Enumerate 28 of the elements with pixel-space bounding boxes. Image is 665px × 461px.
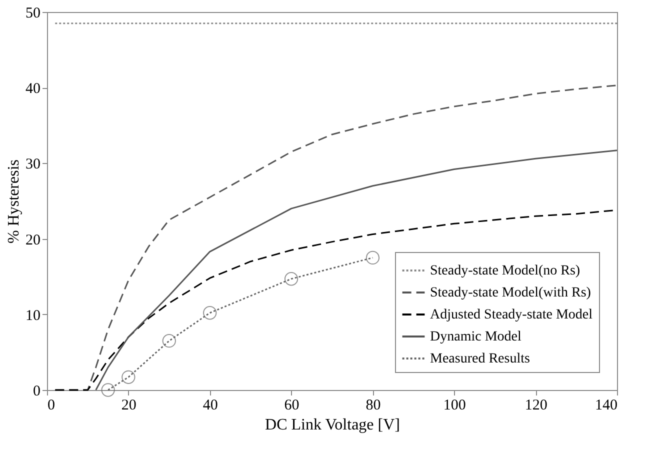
y-tick-label: 20 <box>26 232 40 248</box>
point <box>122 370 136 384</box>
y-tick-label: 30 <box>26 156 40 173</box>
point <box>366 250 380 265</box>
x-axis-title: DC Link Voltage [V] <box>265 416 400 434</box>
x-tick-label: 140 <box>595 398 618 414</box>
x-tick-label: 40 <box>202 398 218 414</box>
point <box>284 272 298 286</box>
point <box>162 334 176 348</box>
x-tick-label: 80 <box>366 398 381 414</box>
x-tick-label: 20 <box>121 398 136 414</box>
y-tick-label: 50 <box>26 6 40 22</box>
x-tick-label: 100 <box>443 398 466 414</box>
point <box>101 383 115 397</box>
legend-label: Steady-state Model(with Rs) <box>430 286 592 300</box>
legend-label: Measured Results <box>430 352 530 366</box>
x-tick-label: 120 <box>524 398 548 414</box>
line-series <box>95 150 618 391</box>
point <box>203 306 217 320</box>
y-tick-label: 10 <box>26 308 40 324</box>
legend-label: Dynamic Model <box>430 330 522 344</box>
x-tick-label: 60 <box>284 398 300 414</box>
y-axis-title: % Hysteresis <box>6 160 22 244</box>
legend-label: Adjusted Steady-state Model <box>430 308 593 322</box>
y-tick-label: 0 <box>33 384 40 400</box>
legend-label: Steady-state Model(no Rs) <box>430 264 580 278</box>
y-tick-label: 40 <box>26 81 40 98</box>
x-tick-label: 0 <box>48 398 55 414</box>
